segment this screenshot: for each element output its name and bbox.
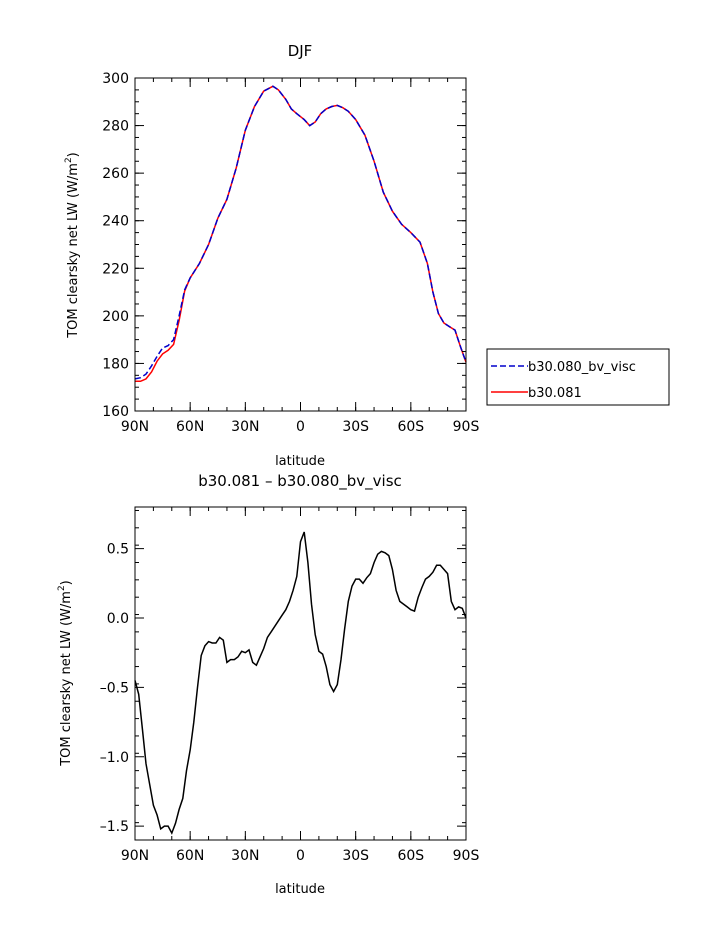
- top-panel: DJF 160 180 200 220 240 260 280 300 90N 60N 30N 0 3…: [64, 42, 670, 469]
- bottom-y-tick-label: –0.5: [100, 680, 129, 696]
- top-y-axis-label-sup: 2: [64, 157, 74, 163]
- top-y-tick-label: 220: [102, 261, 129, 277]
- top-chart-title: DJF: [288, 42, 313, 60]
- top-y-axis-label-main: TOM clearsky net LW (W/m: [66, 163, 81, 339]
- bottom-series-line-1: [134, 531, 467, 835]
- top-x-axis-label: latitude: [275, 454, 325, 469]
- top-y-tick-label: 200: [102, 309, 129, 325]
- bottom-y-tick-label: 0.0: [107, 611, 129, 627]
- bottom-x-tick-label: 30N: [231, 848, 259, 864]
- bottom-y-axis: –1.5 –1.0 –0.5 0.0 0.5: [100, 509, 466, 841]
- bottom-y-axis-label-end: ): [59, 580, 74, 585]
- bottom-x-axis: 90N 60N 30N 0 30S 60S 90S: [121, 507, 480, 864]
- top-x-tick-label: 90S: [453, 419, 480, 435]
- top-x-tick-label: 60N: [176, 419, 204, 435]
- top-y-tick-label: 180: [102, 356, 129, 372]
- top-x-tick-label: 0: [296, 419, 305, 435]
- top-series-line-2: [135, 85, 467, 383]
- bottom-y-tick-label: –1.0: [100, 750, 129, 766]
- bottom-x-tick-label: 30S: [342, 848, 369, 864]
- top-y-tick-label: 280: [102, 119, 129, 135]
- top-x-tick-label: 30S: [342, 419, 369, 435]
- bottom-y-axis-label-main: TOM clearsky net LW (W/m: [59, 591, 74, 767]
- top-y-axis-label: TOM clearsky net LW (W/m2): [64, 152, 81, 339]
- bottom-y-axis-label-sup: 2: [57, 585, 67, 591]
- bottom-panel: b30.081 – b30.080_bv_visc –1.5 –1.0 –0.5 0.…: [57, 472, 479, 897]
- bottom-x-tick-label: 0: [296, 848, 305, 864]
- bottom-plot-area: [134, 531, 467, 835]
- bottom-chart-title: b30.081 – b30.080_bv_visc: [198, 472, 402, 491]
- legend-box: [486, 348, 670, 406]
- legend-label-series-1: b30.080_bv_visc: [528, 360, 636, 375]
- top-plot-frame: [134, 77, 467, 412]
- top-x-axis: 90N 60N 30N 0 30S 60S 90S: [121, 78, 480, 435]
- bottom-x-tick-label: 60S: [397, 848, 424, 864]
- top-y-tick-label: 160: [102, 404, 129, 420]
- bottom-x-tick-label: 90N: [121, 848, 149, 864]
- bottom-x-tick-label: 90S: [453, 848, 480, 864]
- bottom-y-tick-label: 0.5: [107, 542, 129, 558]
- bottom-x-tick-label: 60N: [176, 848, 204, 864]
- legend-label-series-2: b30.081: [528, 386, 582, 401]
- bottom-y-tick-label: –1.5: [100, 819, 129, 835]
- top-y-tick-label: 260: [102, 166, 129, 182]
- legend: b30.080_bv_visc b30.081: [486, 348, 670, 406]
- top-x-tick-label: 90N: [121, 419, 149, 435]
- bottom-y-axis-label: TOM clearsky net LW (W/m2): [57, 580, 74, 767]
- top-y-axis-label-end: ): [66, 152, 81, 157]
- top-plot-area: [134, 85, 467, 383]
- top-y-tick-label: 300: [102, 71, 129, 87]
- bottom-x-axis-label: latitude: [275, 882, 325, 897]
- top-x-tick-label: 30N: [231, 419, 259, 435]
- top-x-tick-label: 60S: [397, 419, 424, 435]
- top-y-axis: 160 180 200 220 240 260 280 300: [102, 71, 466, 420]
- top-y-tick-label: 240: [102, 214, 129, 230]
- top-series-line-1: [134, 85, 467, 380]
